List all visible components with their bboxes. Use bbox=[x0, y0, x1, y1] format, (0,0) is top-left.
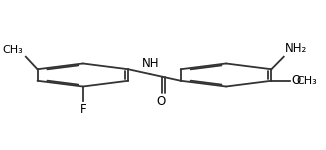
Text: NH: NH bbox=[141, 57, 159, 70]
Text: O: O bbox=[291, 74, 300, 87]
Text: CH₃: CH₃ bbox=[297, 76, 318, 86]
Text: NH₂: NH₂ bbox=[285, 42, 307, 55]
Text: CH₃: CH₃ bbox=[3, 45, 23, 55]
Text: O: O bbox=[156, 95, 165, 108]
Text: F: F bbox=[80, 103, 86, 116]
